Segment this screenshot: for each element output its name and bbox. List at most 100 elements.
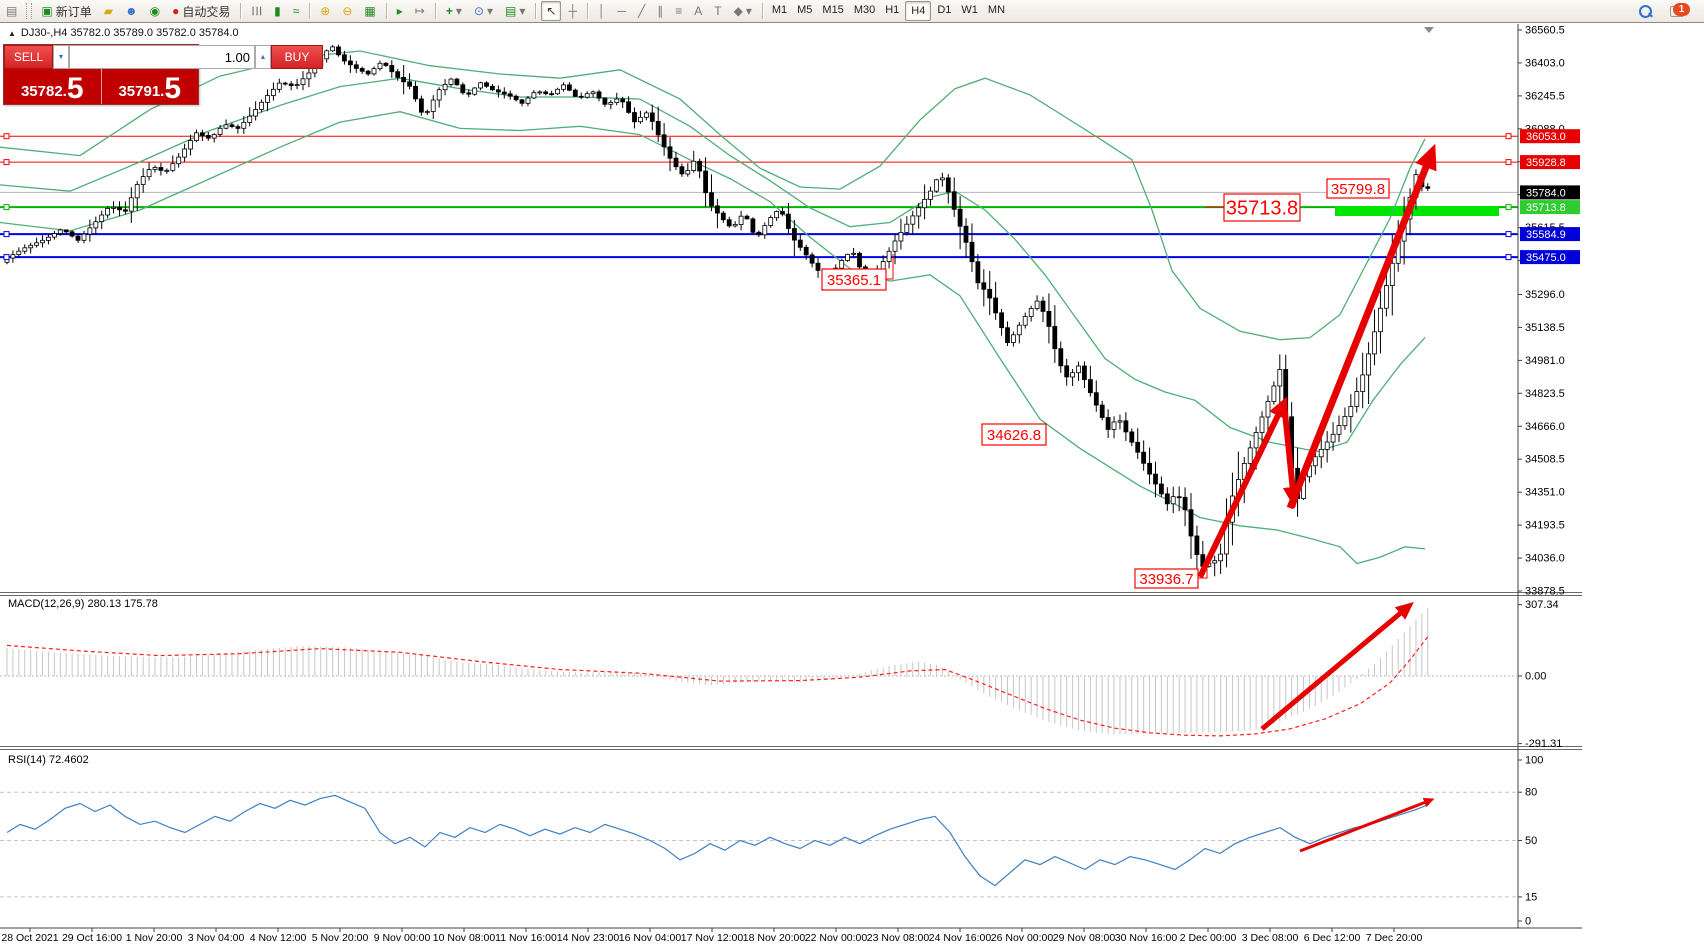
buy-button[interactable]: BUY	[271, 45, 323, 69]
candlestick-button[interactable]: ▮	[269, 1, 286, 21]
chart-shift-button[interactable]: ↦	[410, 1, 430, 21]
zoom-in-button[interactable]: ⊕	[315, 1, 335, 21]
auto-scroll-button[interactable]: ▸	[392, 1, 408, 21]
vertical-line-tool-button[interactable]: │	[593, 1, 611, 21]
new-order-icon: ▣	[41, 4, 53, 18]
scroll-to-end-marker	[1424, 27, 1434, 33]
svg-text:35713.8: 35713.8	[1226, 198, 1298, 220]
cursor-tool-button[interactable]: ↖	[541, 1, 562, 21]
price-trend-arrow-2[interactable]	[1281, 402, 1303, 509]
price-annotation-35799.8[interactable]: 35799.8	[1326, 178, 1390, 199]
channel-tool-button[interactable]: ∥	[652, 1, 668, 21]
macd-pane: 307.34 0.00 -291.31 MACD(12,26,9) 280.13 17…	[0, 598, 1562, 750]
notifications-button[interactable]: 1	[1665, 1, 1693, 21]
line-chart-button[interactable]: ≈	[288, 1, 305, 21]
time-tick-label: 29 Oct 16:00	[62, 932, 122, 944]
macd-tick-label: 307.34	[1525, 599, 1559, 611]
line-handle[interactable]	[1505, 231, 1512, 238]
line-handle[interactable]	[1505, 133, 1512, 140]
rsi-trend-arrow[interactable]	[1299, 798, 1435, 853]
chevron-down-icon: ▾	[455, 4, 462, 18]
cursor-icon: ↖	[546, 4, 557, 18]
price-tick-label: 34351.0	[1525, 487, 1565, 499]
toolbar-separator	[761, 3, 763, 19]
time-tick-label: 7 Dec 20:00	[1366, 932, 1423, 944]
horizontal-line-tool-button[interactable]: ─	[612, 1, 631, 21]
price-tag-36053.0: 36053.0	[1520, 129, 1580, 144]
toolbar-grip	[26, 3, 33, 19]
line-handle[interactable]	[3, 133, 10, 140]
line-handle[interactable]	[1505, 254, 1512, 261]
signals-button[interactable]: ◉	[145, 1, 165, 21]
timeframe-h1[interactable]: H1	[885, 4, 900, 16]
timeframe-w1[interactable]: W1	[961, 4, 978, 16]
macd-trend-arrow[interactable]	[1260, 601, 1414, 731]
annotations: 35713.8 35799.8 35365.1 34626.8 33936.7	[821, 178, 1390, 589]
zoom-in-icon: ⊕	[320, 4, 331, 18]
indicators-button[interactable]: + ▾	[441, 1, 467, 21]
line-handle[interactable]	[3, 231, 10, 238]
macd-tick-label: 0.00	[1525, 671, 1546, 683]
tile-windows-button[interactable]: ▦	[359, 1, 380, 21]
macd-label: MACD(12,26,9) 280.13 175.78	[8, 598, 158, 610]
volume-increase-button[interactable]: ▲	[255, 45, 271, 69]
price-trend-arrow-1[interactable]	[1197, 396, 1288, 579]
price-annotation-34626.8[interactable]: 34626.8	[981, 423, 1047, 446]
fibonacci-tool-button[interactable]: ≡	[670, 1, 687, 21]
price-tag-35713.8: 35713.8	[1520, 200, 1580, 215]
timeframe-m15[interactable]: M15	[822, 4, 844, 16]
line-handle[interactable]	[1505, 204, 1512, 211]
timeframe-m5[interactable]: M5	[797, 4, 813, 16]
volume-input[interactable]	[69, 45, 255, 69]
price-annotation-33936.7[interactable]: 33936.7	[1134, 568, 1208, 589]
gold-button[interactable]: ▰	[99, 1, 118, 21]
line-handle[interactable]	[1505, 159, 1512, 166]
price-tag-35475.0: 35475.0	[1520, 250, 1580, 265]
community-button[interactable]: ☻	[120, 1, 143, 21]
buy-price-display[interactable]: 35791. 5	[118, 72, 182, 105]
price-tick-label: 34981.0	[1525, 355, 1565, 367]
timeframe-h4[interactable]: H4	[905, 1, 932, 21]
notification-badge: 1	[1673, 3, 1690, 16]
fibonacci-icon: ≡	[675, 4, 683, 18]
timeframe-mn[interactable]: MN	[987, 4, 1006, 16]
time-tick-label: 23 Nov 08:00	[867, 932, 930, 944]
timeframe-m1[interactable]: M1	[771, 4, 788, 16]
arrows-tool-button[interactable]: ◆ ▾	[729, 1, 757, 21]
support-highlight-bar[interactable]	[1335, 206, 1499, 216]
signals-icon: ◉	[149, 4, 161, 18]
svg-text:34626.8: 34626.8	[987, 427, 1041, 444]
volume-decrease-button[interactable]: ▼	[53, 45, 69, 69]
zoom-out-button[interactable]: ⊖	[337, 1, 357, 21]
periods-button[interactable]: ⊙ ▾	[469, 1, 498, 21]
time-tick-label: 4 Nov 12:00	[250, 932, 307, 944]
arrows-icon: ◆	[733, 4, 743, 18]
sell-price-display[interactable]: 35782. 5	[4, 69, 102, 104]
text-label-tool-button[interactable]: T	[709, 1, 726, 21]
time-tick-label: 30 Nov 16:00	[1115, 932, 1178, 944]
time-axis: 28 Oct 2021 29 Oct 16:00 1 Nov 20:00 3 Nov …	[1, 928, 1422, 944]
trendline-tool-button[interactable]: ╱	[633, 1, 650, 21]
price-axis: 36560.536403.036245.536088.035930.535773…	[1518, 25, 1565, 598]
collapse-panel-icon[interactable]: ▲	[8, 28, 16, 38]
new-chart-button[interactable]: ▤	[1, 1, 22, 21]
price-annotation-35713.8[interactable]: 35713.8	[1205, 193, 1301, 222]
price-trend-arrow-3[interactable]	[1286, 143, 1437, 510]
one-click-trading-panel: SELL ▼ ▲ BUY 35782.5 35791.5	[3, 44, 323, 105]
templates-button[interactable]: ▤ ▾	[500, 1, 530, 21]
search-button[interactable]	[1634, 1, 1657, 21]
new-order-button[interactable]: ▣ 新订单	[36, 1, 96, 21]
timeframe-d1[interactable]: D1	[937, 4, 952, 16]
chevron-down-icon: ▾	[745, 4, 752, 18]
rsi-pane: 100 80 50 15 0 RSI(14) 72.4602	[0, 754, 1543, 928]
text-tool-button[interactable]: A	[689, 1, 707, 21]
sell-button[interactable]: SELL	[4, 45, 53, 69]
timeframe-m30[interactable]: M30	[853, 4, 876, 16]
auto-trading-button[interactable]: ● 自动交易	[167, 1, 235, 21]
crosshair-tool-button[interactable]: ┼	[563, 1, 582, 21]
price-annotation-35365.1[interactable]: 35365.1	[821, 254, 894, 291]
line-handle[interactable]	[3, 204, 10, 211]
line-handle[interactable]	[3, 159, 10, 166]
line-handle[interactable]	[3, 254, 10, 261]
